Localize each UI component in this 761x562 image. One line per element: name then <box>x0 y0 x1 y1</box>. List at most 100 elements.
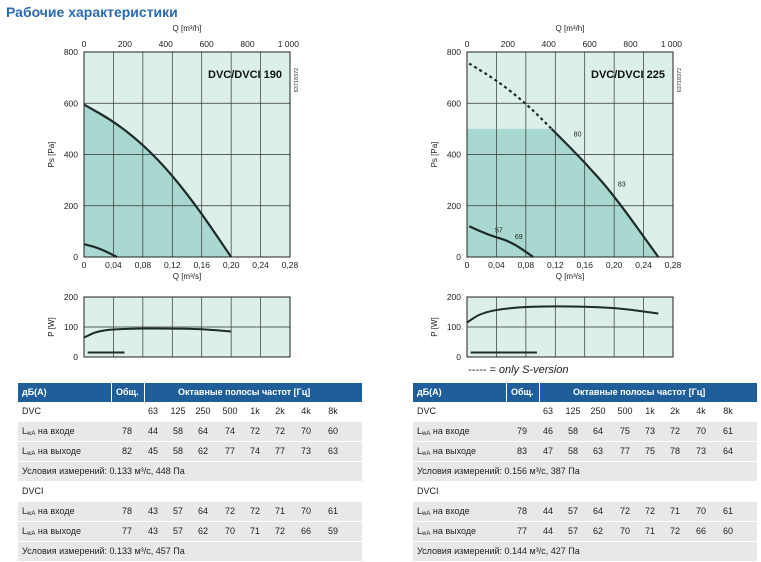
y-tick-label: 200 <box>64 201 78 211</box>
octave-value: 66 <box>300 526 311 536</box>
octave-value: 71 <box>669 506 680 516</box>
lwa-symbol: L <box>22 426 28 436</box>
octave-value: 58 <box>172 446 183 456</box>
fan-curve <box>468 225 534 258</box>
octave-value: 44 <box>542 526 553 536</box>
octave-value: 44 <box>542 506 553 516</box>
x-tick-label: 0,16 <box>576 260 593 270</box>
octave-value: 74 <box>249 446 260 456</box>
table-header: дБ(A) Общ. Октавные полосы частот [Гц] <box>413 383 757 402</box>
octave-value: 57 <box>567 526 578 536</box>
table-header: дБ(A) Общ. Октавные полосы частот [Гц] <box>18 383 362 402</box>
octave-band: 4k <box>696 406 706 416</box>
octave-band: 4k <box>301 406 311 416</box>
row-label: LwA на выходе <box>22 442 81 464</box>
x2-axis-label: Q [m³/h] <box>173 24 202 33</box>
octave-value: 77 <box>619 446 630 456</box>
octave-value: 71 <box>274 506 285 516</box>
power-y-tick-label: 200 <box>447 292 461 302</box>
curve-label: 57 <box>495 228 503 235</box>
lwa-subscript: wA <box>422 431 431 437</box>
lwa-symbol: L <box>22 446 28 456</box>
octave-band: 2k <box>670 406 680 416</box>
plot-frame <box>466 51 674 258</box>
lwa-subscript: wA <box>422 531 431 537</box>
row-label: LwA на выходе <box>417 442 476 464</box>
total-value: 78 <box>121 506 132 516</box>
header-divider <box>506 383 507 402</box>
total-value: 77 <box>121 526 132 536</box>
fan-curve <box>468 62 553 130</box>
octave-band: 63 <box>542 406 553 416</box>
octave-band: 63 <box>147 406 158 416</box>
y-tick-label: 600 <box>447 98 461 108</box>
octave-value: 75 <box>619 426 630 436</box>
octave-value: 71 <box>644 526 655 536</box>
x-tick-label: 0,12 <box>547 260 564 270</box>
octave-value: 72 <box>669 426 680 436</box>
octave-value: 63 <box>327 446 338 456</box>
octave-value: 72 <box>249 506 260 516</box>
x2-tick-label: 600 <box>200 39 214 49</box>
lwa-symbol: L <box>417 426 423 436</box>
x2-tick-label: 1 000 <box>661 39 683 49</box>
table-row: LwA на входе 79 46 58 64 75 73 72 70 61 <box>413 422 757 442</box>
octave-value: 72 <box>274 426 285 436</box>
s-version-note: ----- = only S-version <box>468 364 569 376</box>
chart-code: 63718372 <box>677 68 683 92</box>
x2-tick-label: 400 <box>542 39 556 49</box>
octave-value: 64 <box>197 506 208 516</box>
row-label: LwA на выходе <box>417 522 476 544</box>
power-curve <box>83 327 232 339</box>
lwa-subscript: wA <box>27 511 36 517</box>
octave-value: 58 <box>567 426 578 436</box>
row-label-text: на выходе <box>430 526 477 536</box>
y-axis-label: Ps [Pa] <box>430 142 439 168</box>
octave-value: 61 <box>327 506 338 516</box>
octave-value: 77 <box>274 446 285 456</box>
conditions-text: Условия измерений: 0.133 м³/с, 457 Па <box>22 546 185 556</box>
octave-value: 70 <box>224 526 235 536</box>
header-total: Общ. <box>511 387 534 397</box>
power-y-axis-label: P [W] <box>47 317 56 336</box>
octave-value: 72 <box>669 526 680 536</box>
octave-value: 46 <box>542 426 553 436</box>
header-db: дБ(A) <box>22 387 47 397</box>
octave-value: 43 <box>147 506 158 516</box>
table-row: DVCI <box>18 482 362 502</box>
octave-value: 63 <box>592 446 603 456</box>
header-divider <box>144 383 145 402</box>
chart-code: 63718372 <box>294 68 300 92</box>
octave-value: 77 <box>224 446 235 456</box>
table-row: DVC 63 125 250 500 1k 2k 4k 8k <box>413 402 757 422</box>
octave-band: 1k <box>645 406 655 416</box>
lwa-subscript: wA <box>27 431 36 437</box>
octave-band: 250 <box>195 406 211 416</box>
fan-curve <box>83 243 118 258</box>
octave-band: 250 <box>590 406 606 416</box>
octave-value: 60 <box>327 426 338 436</box>
lwa-subscript: wA <box>27 531 36 537</box>
x2-tick-label: 800 <box>623 39 637 49</box>
octave-value: 64 <box>197 426 208 436</box>
x2-tick-label: 200 <box>118 39 132 49</box>
x-tick-label: 0 <box>82 260 87 270</box>
x-tick-label: 0,24 <box>252 260 269 270</box>
octave-value: 71 <box>249 526 260 536</box>
header-octave: Октавные полосы частот [Гц] <box>573 387 706 397</box>
y-tick-label: 200 <box>447 201 461 211</box>
conditions-text: Условия измерений: 0.144 м³/с, 427 Па <box>417 546 580 556</box>
y-tick-label: 400 <box>447 150 461 160</box>
x-tick-label: 0,12 <box>164 260 181 270</box>
fan-curve <box>550 128 660 258</box>
x-tick-label: 0,20 <box>223 260 240 270</box>
octave-value: 72 <box>619 506 630 516</box>
row-label: DVCI <box>417 486 439 496</box>
x2-tick-label: 1 000 <box>278 39 300 49</box>
x-tick-label: 0,16 <box>193 260 210 270</box>
row-label-text: на входе <box>35 426 75 436</box>
row-label-text: на выходе <box>35 446 82 456</box>
curve-label: 83 <box>618 182 626 189</box>
total-value: 78 <box>121 426 132 436</box>
power-y-tick-label: 0 <box>73 352 78 362</box>
